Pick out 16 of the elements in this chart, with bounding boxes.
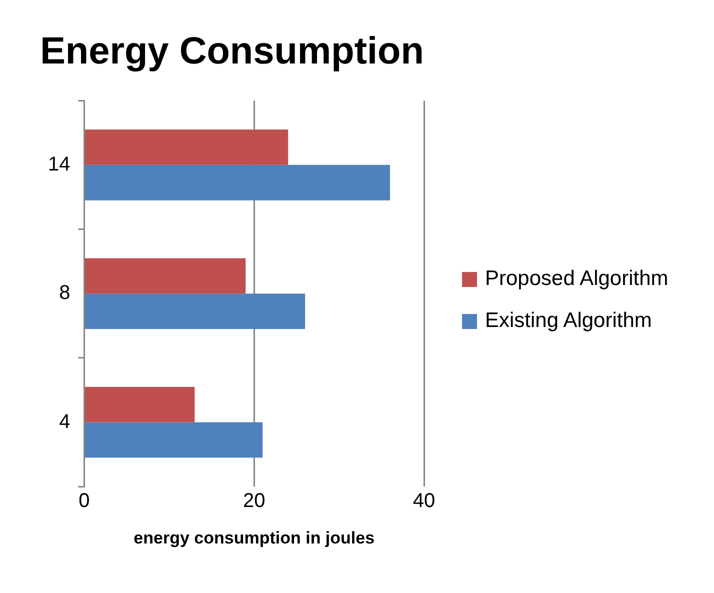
legend-label: Existing Algorithm	[485, 308, 652, 334]
x-tick-label: 20	[243, 490, 266, 512]
x-tick-label: 0	[78, 490, 90, 512]
y-tick-label: 8	[59, 282, 70, 304]
bar	[84, 386, 195, 422]
bar	[84, 130, 288, 165]
chart-title: Energy Consumption	[40, 30, 424, 72]
bar	[84, 164, 390, 200]
legend-label: Proposed Algorithm	[485, 266, 668, 292]
bar	[84, 294, 306, 329]
x-axis-title: energy consumption in joules	[134, 528, 375, 548]
bar	[84, 258, 246, 294]
y-tick-label: 4	[59, 410, 70, 433]
y-tick-label: 14	[48, 153, 70, 176]
bar	[84, 422, 263, 458]
x-tick-label: 40	[412, 490, 436, 512]
